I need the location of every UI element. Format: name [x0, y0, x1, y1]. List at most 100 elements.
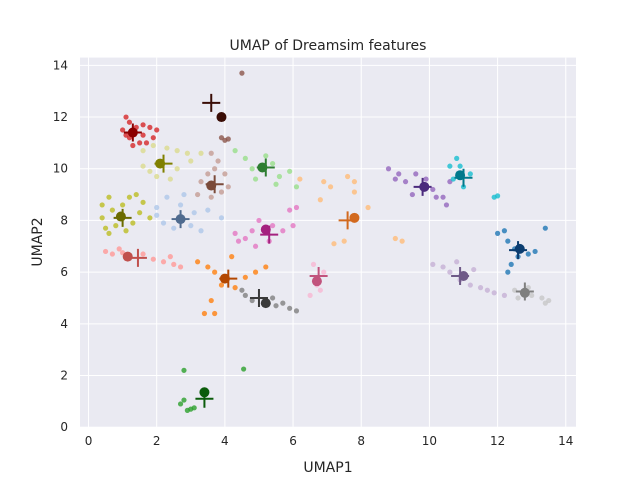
cluster-cross-marker: [219, 269, 238, 288]
data-point: [287, 305, 293, 311]
data-point: [191, 405, 197, 411]
cluster-cross-marker: [309, 267, 328, 285]
data-point: [447, 269, 453, 275]
data-point: [188, 223, 194, 229]
data-point: [454, 259, 460, 265]
data-point: [341, 238, 347, 244]
data-point: [392, 176, 398, 182]
data-point: [174, 166, 180, 172]
data-point: [154, 127, 160, 133]
data-point: [198, 228, 204, 234]
data-point: [293, 184, 300, 190]
cluster-centroid-dot: [260, 298, 271, 309]
data-point: [147, 124, 153, 130]
data-point: [273, 303, 279, 309]
data-point: [249, 166, 255, 172]
data-point: [154, 204, 160, 211]
data-point: [150, 142, 156, 149]
data-point: [208, 194, 214, 200]
data-point: [321, 269, 327, 275]
data-point: [241, 366, 247, 372]
data-point: [471, 266, 477, 273]
data-point: [402, 179, 409, 185]
y-tick-label: 12: [53, 110, 68, 124]
data-point: [140, 148, 146, 154]
data-point: [160, 220, 167, 226]
x-tick-label: 6: [289, 434, 297, 448]
cluster-cross-marker: [260, 225, 279, 244]
data-point: [529, 292, 535, 298]
cluster-centroid-dot: [514, 243, 525, 254]
data-point: [198, 179, 204, 185]
data-point: [113, 223, 119, 229]
data-point: [430, 261, 436, 267]
data-point: [225, 136, 231, 142]
data-point: [351, 179, 358, 185]
data-point: [310, 261, 317, 267]
data-point: [130, 220, 136, 226]
data-point: [116, 246, 122, 252]
data-point: [106, 194, 112, 200]
data-point: [423, 176, 429, 182]
data-point: [181, 397, 187, 403]
y-tick-label: 14: [53, 58, 68, 72]
data-point: [177, 202, 184, 208]
cluster-cross-marker: [195, 389, 214, 408]
data-point: [154, 173, 160, 180]
cluster-cross-marker: [123, 123, 142, 142]
data-point: [477, 285, 484, 291]
data-point: [447, 163, 453, 169]
data-point: [123, 132, 129, 138]
data-point: [102, 248, 109, 255]
data-point: [205, 171, 211, 177]
data-point: [467, 282, 473, 288]
data-point: [327, 184, 334, 190]
data-point: [177, 401, 184, 407]
x-tick-label: 10: [422, 434, 437, 448]
data-point: [208, 150, 214, 156]
data-point: [270, 295, 276, 301]
data-point: [539, 295, 545, 301]
data-point: [365, 204, 371, 211]
data-point: [443, 202, 450, 208]
cluster-centroid-dot: [311, 276, 322, 287]
cluster-cross-marker: [509, 241, 528, 260]
data-point: [430, 186, 436, 193]
cluster-cross-marker: [338, 211, 357, 230]
x-tick-label: 8: [357, 434, 365, 448]
data-point: [181, 367, 187, 373]
cluster-markers: [113, 93, 534, 408]
data-point: [491, 290, 497, 296]
data-point: [385, 166, 392, 172]
data-point: [218, 282, 225, 288]
data-point: [287, 207, 293, 213]
data-point: [235, 238, 242, 244]
data-point: [501, 292, 508, 298]
data-point: [467, 171, 473, 177]
data-point: [120, 202, 126, 208]
data-point: [249, 297, 255, 304]
data-point: [290, 223, 296, 229]
data-point: [413, 171, 419, 177]
cluster-cross-marker: [154, 154, 173, 173]
data-point: [252, 243, 259, 249]
data-point: [171, 225, 177, 231]
data-point: [232, 285, 238, 291]
data-point: [239, 287, 245, 293]
data-point: [525, 251, 531, 257]
data-point: [293, 308, 300, 314]
data-point: [270, 223, 276, 229]
data-point: [501, 228, 508, 234]
data-point: [263, 153, 269, 159]
data-point: [140, 122, 146, 128]
data-point: [494, 230, 501, 236]
data-point: [345, 173, 351, 180]
data-point: [137, 140, 143, 146]
data-point: [140, 132, 146, 138]
data-point: [184, 150, 190, 156]
data-point: [532, 248, 538, 255]
y-tick-labels: 0 2 4 6 8 10 12 14: [53, 58, 68, 434]
data-point: [331, 241, 337, 247]
data-point: [242, 155, 248, 161]
